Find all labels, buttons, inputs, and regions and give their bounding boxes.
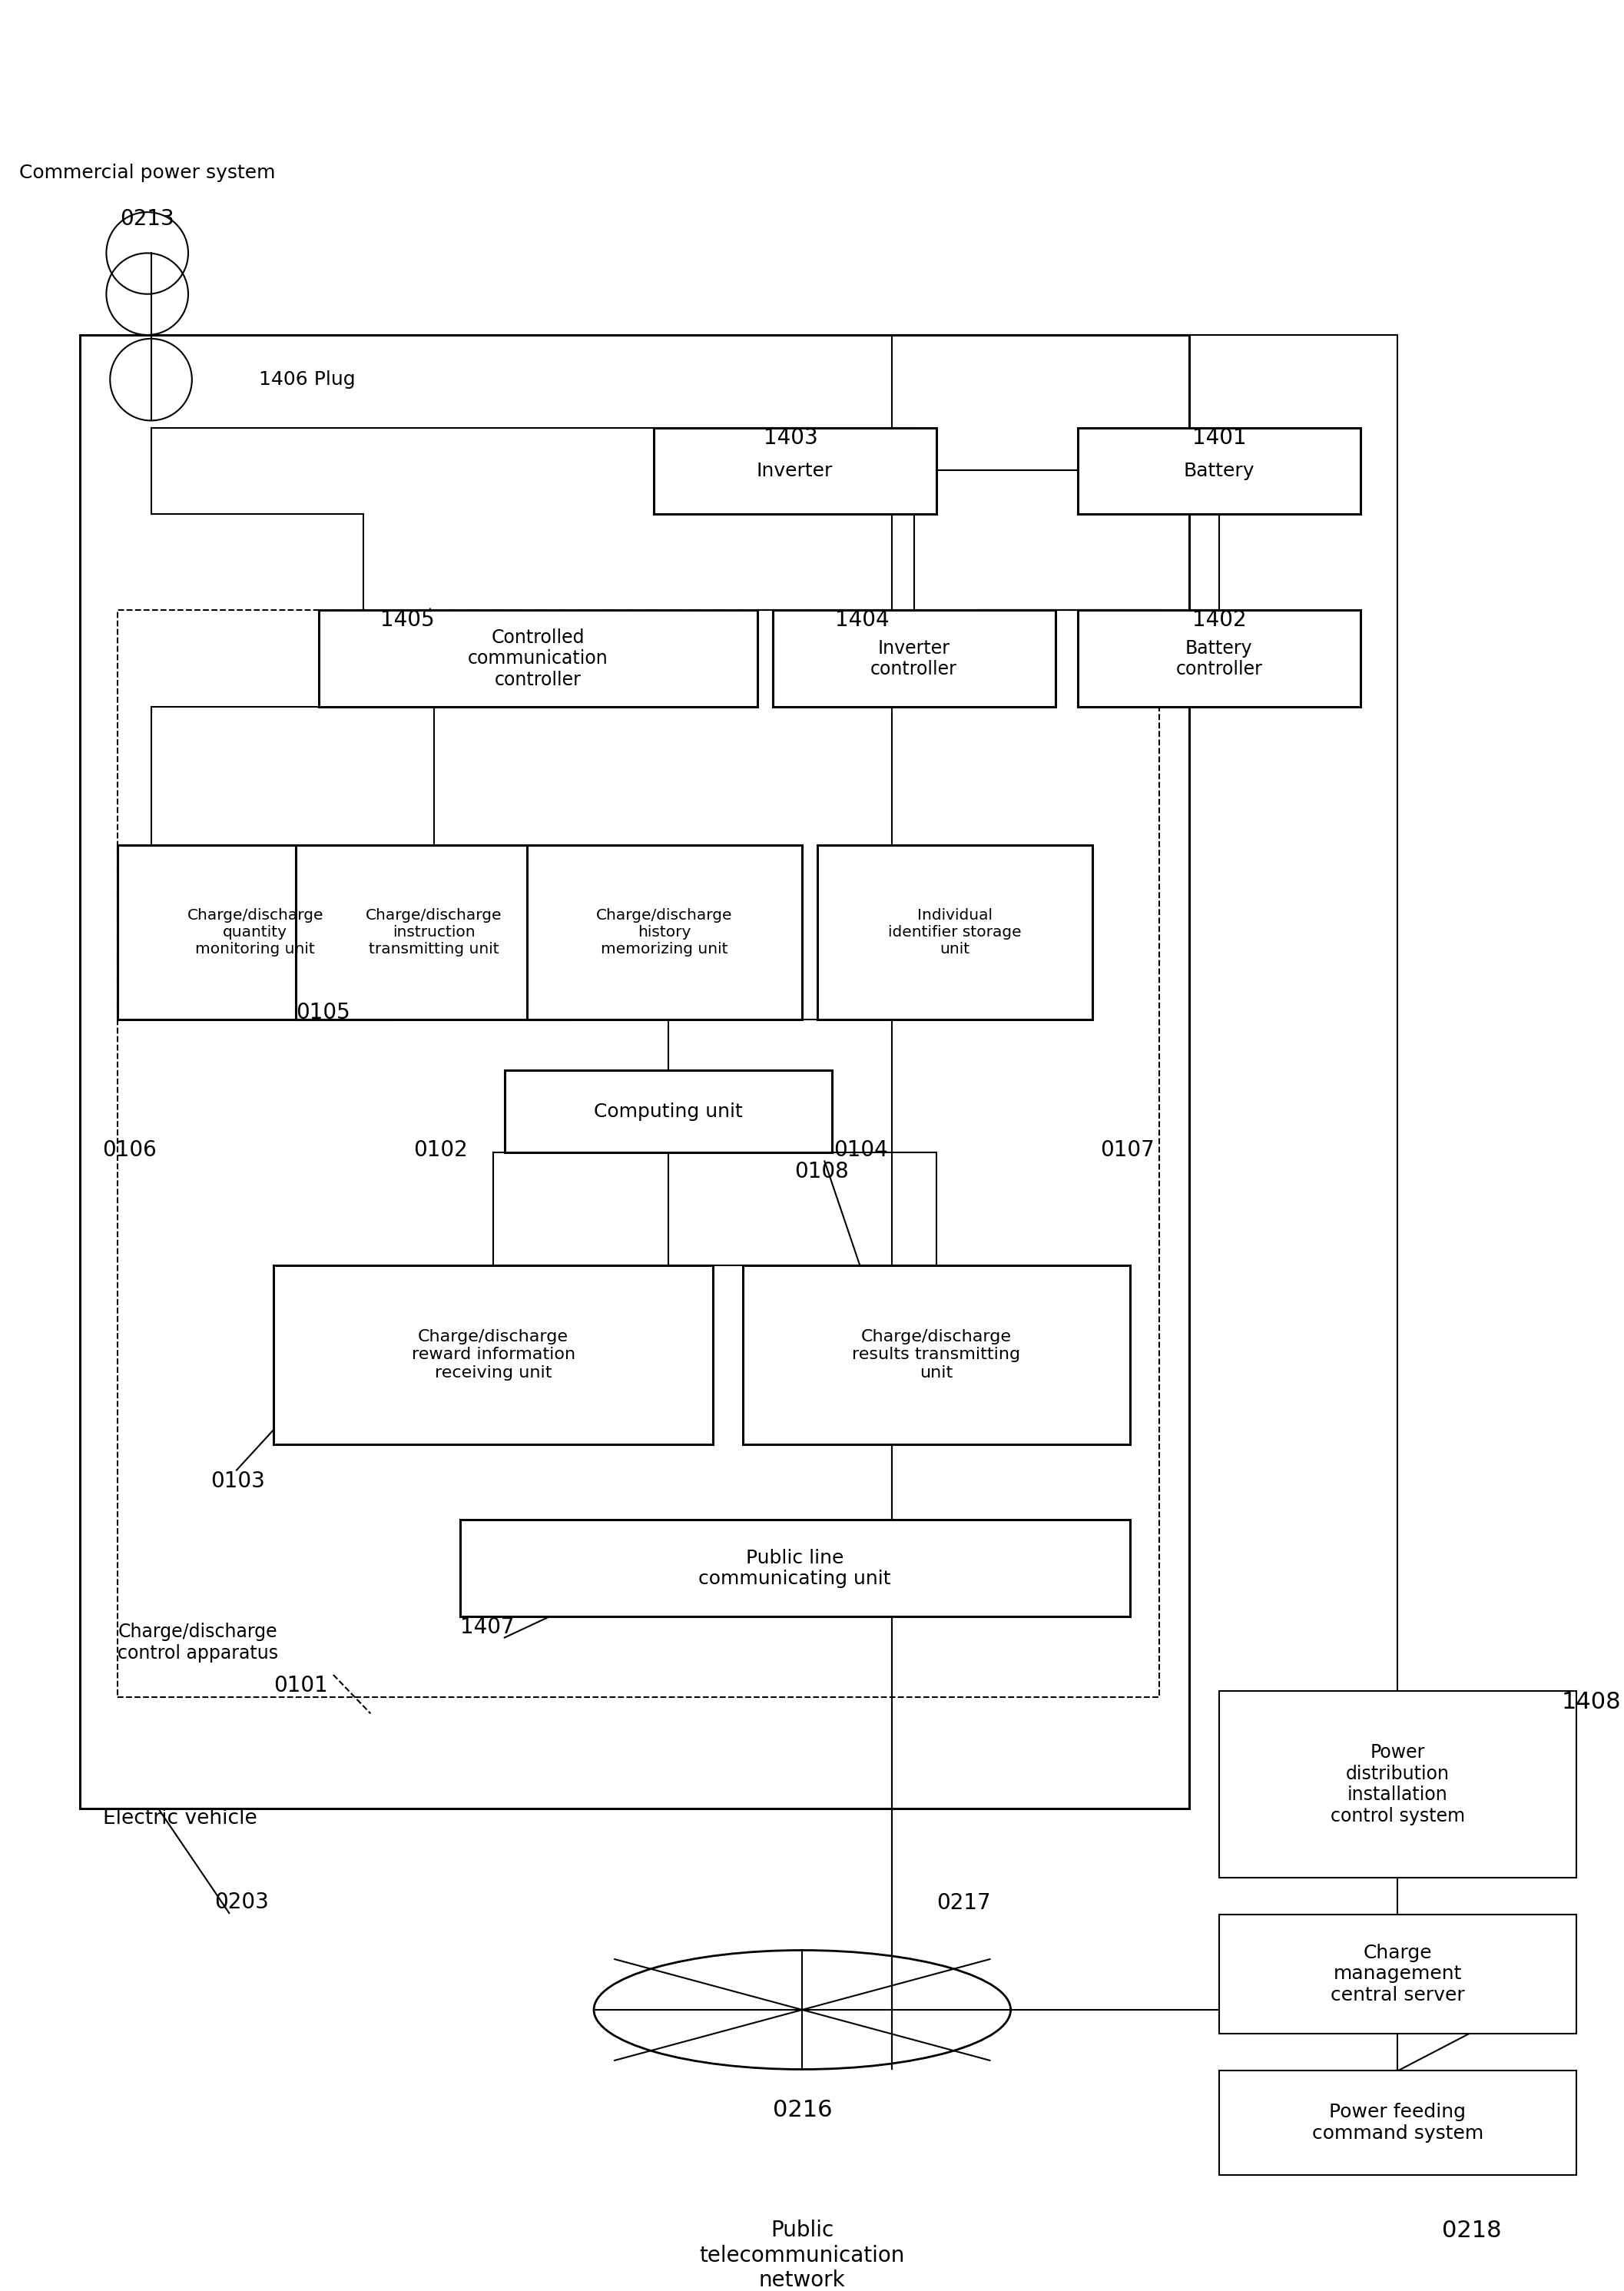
Text: 0106: 0106 — [102, 1139, 158, 1162]
Text: Individual
identifier storage
unit: Individual identifier storage unit — [888, 907, 1021, 958]
FancyBboxPatch shape — [817, 845, 1093, 1019]
Text: Battery
controller: Battery controller — [1176, 639, 1262, 678]
Text: Charge/discharge
results transmitting
unit: Charge/discharge results transmitting un… — [853, 1329, 1020, 1379]
Text: 0104: 0104 — [833, 1139, 888, 1162]
Text: Charge
management
central server: Charge management central server — [1330, 1943, 1465, 2005]
Text: Power feeding
command system: Power feeding command system — [1312, 2103, 1483, 2142]
Text: 0102: 0102 — [414, 1139, 468, 1162]
Text: Electric vehicle: Electric vehicle — [102, 1810, 257, 1828]
Text: 1403: 1403 — [763, 426, 818, 449]
FancyBboxPatch shape — [274, 1265, 713, 1443]
FancyBboxPatch shape — [80, 334, 1189, 1810]
Text: Charge/discharge
quantity
monitoring unit: Charge/discharge quantity monitoring uni… — [187, 907, 323, 958]
FancyBboxPatch shape — [1220, 1915, 1577, 2034]
Text: 1408: 1408 — [1561, 1691, 1621, 1714]
Text: 0213: 0213 — [120, 208, 174, 229]
Text: 1405: 1405 — [380, 609, 435, 630]
FancyBboxPatch shape — [117, 845, 393, 1019]
FancyBboxPatch shape — [742, 1265, 1130, 1443]
Text: 1407: 1407 — [460, 1615, 515, 1638]
Text: 0203: 0203 — [214, 1892, 268, 1913]
FancyBboxPatch shape — [318, 609, 757, 708]
FancyBboxPatch shape — [296, 845, 572, 1019]
FancyBboxPatch shape — [460, 1519, 1130, 1617]
FancyBboxPatch shape — [1220, 2071, 1577, 2174]
Text: 0105: 0105 — [296, 1001, 351, 1024]
Text: 0216: 0216 — [773, 2099, 831, 2121]
Text: 1401: 1401 — [1192, 426, 1246, 449]
FancyBboxPatch shape — [526, 845, 802, 1019]
FancyBboxPatch shape — [1078, 428, 1361, 513]
Text: 1404: 1404 — [835, 609, 888, 630]
Text: Battery: Battery — [1184, 460, 1255, 481]
Text: Inverter: Inverter — [757, 460, 833, 481]
Text: 1406 Plug: 1406 Plug — [258, 371, 356, 389]
Text: Power
distribution
installation
control system: Power distribution installation control … — [1330, 1743, 1465, 1826]
Text: Public
telecommunication
network: Public telecommunication network — [700, 2220, 905, 2291]
Text: 0217: 0217 — [935, 1892, 991, 1913]
Text: Computing unit: Computing unit — [594, 1102, 742, 1120]
Text: Commercial power system: Commercial power system — [19, 163, 276, 183]
Text: Controlled
communication
controller: Controlled communication controller — [468, 628, 609, 690]
FancyBboxPatch shape — [505, 1070, 831, 1152]
Text: 0103: 0103 — [211, 1471, 265, 1491]
Text: Charge/discharge
history
memorizing unit: Charge/discharge history memorizing unit — [596, 907, 732, 958]
FancyBboxPatch shape — [1220, 1691, 1577, 1876]
FancyBboxPatch shape — [1078, 609, 1361, 708]
FancyBboxPatch shape — [773, 609, 1056, 708]
Text: 0107: 0107 — [1099, 1139, 1155, 1162]
Text: 0108: 0108 — [794, 1162, 849, 1182]
Text: 0101: 0101 — [274, 1675, 328, 1695]
Text: 0218: 0218 — [1442, 2220, 1502, 2243]
Text: Charge/discharge
control apparatus: Charge/discharge control apparatus — [117, 1622, 278, 1663]
Text: Inverter
controller: Inverter controller — [870, 639, 957, 678]
FancyBboxPatch shape — [653, 428, 935, 513]
Text: Charge/discharge
instruction
transmitting unit: Charge/discharge instruction transmittin… — [365, 907, 502, 958]
Text: 1402: 1402 — [1192, 609, 1246, 630]
Text: Public line
communicating unit: Public line communicating unit — [698, 1549, 892, 1588]
Text: Charge/discharge
reward information
receiving unit: Charge/discharge reward information rece… — [411, 1329, 575, 1379]
